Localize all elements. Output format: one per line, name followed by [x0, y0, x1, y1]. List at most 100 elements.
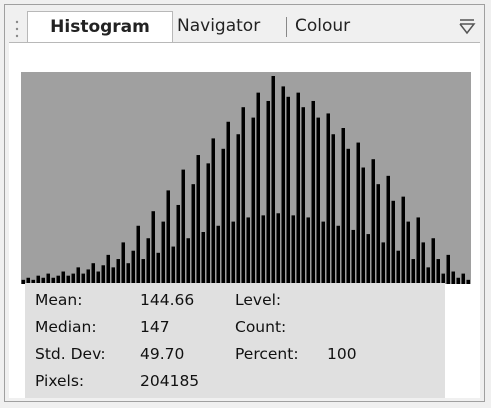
histogram-bar [271, 76, 275, 284]
histogram-bar [416, 217, 420, 284]
histogram-bar [71, 273, 75, 284]
histogram-bar [36, 275, 40, 284]
histogram-bar [381, 242, 385, 284]
histogram-bar [301, 107, 305, 284]
stat-value: 204185 [140, 372, 200, 390]
histogram-bar [46, 273, 50, 284]
histogram-bar [266, 100, 270, 284]
histogram-bar [311, 100, 315, 284]
histogram-bar [321, 221, 325, 284]
histogram-bar [171, 246, 175, 284]
histogram-bar [331, 134, 335, 284]
histogram-bar [56, 275, 60, 284]
histogram-bar [106, 254, 110, 284]
histogram-bar [351, 229, 355, 284]
histogram-bar [151, 211, 155, 284]
histogram-bar [391, 200, 395, 284]
histogram-bar [121, 242, 125, 284]
tab[interactable]: Histogram [27, 11, 173, 43]
histogram-bar [346, 148, 350, 284]
histogram-bar [166, 190, 170, 284]
histogram-bar [116, 259, 120, 284]
stat-label: Mean: [35, 291, 83, 309]
histogram-bar [231, 221, 235, 284]
histogram-bar [286, 96, 290, 284]
separator [286, 17, 287, 37]
histogram-bar [376, 184, 380, 284]
histogram-bar [371, 159, 375, 284]
histogram-bar [246, 217, 250, 284]
stat-value: 144.66 [140, 291, 195, 309]
grip [15, 20, 19, 38]
histogram-bar [216, 225, 220, 284]
histogram-bar [66, 275, 70, 284]
histogram-bar [196, 155, 200, 284]
histogram-bar [451, 271, 455, 284]
histogram-bar [386, 175, 390, 284]
histogram-bar [96, 271, 100, 284]
histogram-bar [421, 242, 425, 284]
histogram-bar [156, 252, 160, 284]
histogram-bar [316, 117, 320, 284]
histogram-bar [126, 263, 130, 284]
histogram-bar [141, 259, 145, 284]
histogram-bar [256, 92, 260, 284]
histogram-bar [221, 148, 225, 284]
histogram-bar [111, 267, 115, 284]
stat-label: Pixels: [35, 372, 85, 390]
histogram-bar [361, 167, 365, 284]
histogram-bar [226, 121, 230, 284]
histogram-bar [336, 225, 340, 284]
histogram-bar [51, 277, 55, 284]
histogram-bar [61, 271, 65, 284]
stat-label: Level: [235, 291, 282, 309]
stat-label: Median: [35, 318, 97, 336]
histogram-bar [461, 273, 465, 284]
stats: Mean: 144.66 Level: Median: 147 Count: Std. De… [25, 283, 445, 398]
histogram [21, 72, 471, 284]
histogram-bar [81, 273, 85, 284]
histogram-bar [446, 254, 450, 284]
histogram-bar [296, 92, 300, 284]
stat-label: Count: [235, 318, 287, 336]
histogram-bar [41, 277, 45, 284]
histogram-panel: Histogram Navigator Colour Mean: 144.66 Le… [4, 4, 485, 402]
histogram-bar [176, 204, 180, 284]
histogram-bar [261, 215, 265, 284]
histogram-bar [211, 138, 215, 284]
histogram-bar [86, 269, 90, 284]
histogram-bar [276, 213, 280, 284]
histogram-bar [236, 134, 240, 284]
stat-value: 147 [140, 318, 170, 336]
histogram-bar [251, 117, 255, 284]
histogram-bar [206, 163, 210, 284]
tab[interactable]: Colour [295, 16, 351, 36]
histogram-bar [131, 250, 135, 284]
histogram-bar [396, 250, 400, 284]
histogram-bar [101, 265, 105, 284]
histogram-bar [161, 221, 165, 284]
histogram-bar [441, 273, 445, 284]
stat-label: Percent: [235, 345, 299, 363]
histogram-bar [356, 142, 360, 284]
histogram-bar [341, 128, 345, 284]
histogram-bar [181, 169, 185, 284]
histogram-bar [191, 184, 195, 284]
histogram-bar [186, 238, 190, 284]
histogram-bar [401, 196, 405, 284]
histogram-bar [31, 279, 35, 284]
histogram-bar [411, 259, 415, 284]
tab[interactable]: Navigator [177, 16, 261, 36]
histogram-bar [281, 86, 285, 284]
histogram-bar [146, 238, 150, 284]
histogram-bar [466, 279, 470, 284]
histogram-bar [26, 277, 30, 284]
histogram-bar [366, 234, 370, 284]
histogram-bar [326, 113, 330, 284]
histogram-bar [426, 267, 430, 284]
stat-label: Std. Dev: [35, 345, 106, 363]
histogram-bar [76, 267, 80, 284]
histogram-bar [406, 221, 410, 284]
menu-button[interactable] [457, 17, 477, 37]
histogram-bar [291, 215, 295, 284]
